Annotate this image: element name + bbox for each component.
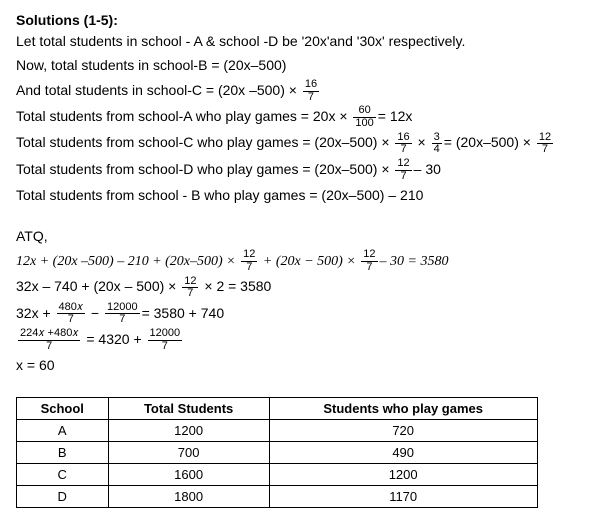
line-6: Total students from school-D who play ga… bbox=[16, 158, 583, 182]
line-8: 12x + (20x –500) – 210 + (20x–500) × 127… bbox=[16, 249, 583, 273]
cell: 1200 bbox=[108, 419, 269, 441]
frac-12-7c: 127 bbox=[241, 249, 257, 273]
line-10-b: − bbox=[87, 305, 103, 321]
frac-12-7e: 127 bbox=[182, 276, 198, 300]
line-1: Let total students in school - A & schoo… bbox=[16, 30, 583, 52]
table-row: A 1200 720 bbox=[17, 419, 538, 441]
col-total: Total Students bbox=[108, 397, 269, 419]
table-header-row: School Total Students Students who play … bbox=[17, 397, 538, 419]
frac-12000-7: 120007 bbox=[105, 302, 140, 326]
frac-12-7: 127 bbox=[537, 132, 553, 156]
line-3-pre: And total students in school-C = (20x –5… bbox=[16, 82, 301, 98]
line-11: 224𝑥 +480𝑥7 = 4320 + 120007 bbox=[16, 328, 583, 352]
frac-480x-7: 480𝑥7 bbox=[57, 302, 85, 326]
cell: 1170 bbox=[269, 485, 537, 507]
cell: D bbox=[17, 485, 109, 507]
cell: B bbox=[17, 441, 109, 463]
line-9-a: 32x – 740 + (20x – 500) × bbox=[16, 278, 180, 294]
frac-16-7: 167 bbox=[303, 79, 319, 103]
frac-den: 7 bbox=[105, 314, 140, 326]
line-4-pre: Total students from school-A who play ga… bbox=[16, 108, 351, 124]
line-9-b: × 2 = 3580 bbox=[200, 278, 271, 294]
frac-den: 100 bbox=[353, 118, 375, 130]
frac-num: 12 bbox=[395, 158, 411, 171]
line-11-b: = 4320 + bbox=[82, 331, 145, 347]
frac-16-7b: 167 bbox=[395, 132, 411, 156]
frac-den: 7 bbox=[537, 144, 553, 156]
atq-label: ATQ, bbox=[16, 225, 583, 247]
line-10: 32x + 480𝑥7 − 120007= 3580 + 740 bbox=[16, 302, 583, 326]
line-8-c: – 30 = 3580 bbox=[380, 254, 449, 269]
line-5: Total students from school-C who play ga… bbox=[16, 131, 583, 155]
frac-den: 7 bbox=[148, 341, 183, 353]
line-5-pre: Total students from school-C who play ga… bbox=[16, 134, 393, 150]
frac-num: 224𝑥 +480𝑥 bbox=[18, 328, 80, 341]
frac-12000-7b: 120007 bbox=[148, 328, 183, 352]
table-row: B 700 490 bbox=[17, 441, 538, 463]
frac-den: 4 bbox=[432, 144, 442, 156]
frac-den: 7 bbox=[361, 262, 377, 274]
line-10-c: = 3580 + 740 bbox=[142, 305, 225, 321]
cell: C bbox=[17, 463, 109, 485]
line-6-pre: Total students from school-D who play ga… bbox=[16, 161, 393, 177]
cell: 720 bbox=[269, 419, 537, 441]
line-4-post: = 12x bbox=[378, 108, 413, 124]
frac-3-4: 34 bbox=[432, 132, 442, 156]
table-row: C 1600 1200 bbox=[17, 463, 538, 485]
line-5-mid: × bbox=[414, 134, 430, 150]
solutions-heading: Solutions (1-5): bbox=[16, 12, 583, 28]
frac-den: 7 bbox=[395, 171, 411, 183]
cell: 1600 bbox=[108, 463, 269, 485]
line-3: And total students in school-C = (20x –5… bbox=[16, 79, 583, 103]
table-row: D 1800 1170 bbox=[17, 485, 538, 507]
line-2: Now, total students in school-B = (20x–5… bbox=[16, 54, 583, 76]
frac-12-7b: 127 bbox=[395, 158, 411, 182]
line-7: Total students from school - B who play … bbox=[16, 184, 583, 206]
frac-den: 7 bbox=[182, 288, 198, 300]
frac-60-100: 60100 bbox=[353, 105, 375, 129]
line-10-a: 32x + bbox=[16, 305, 55, 321]
line-5-eq: = (20x–500) × bbox=[444, 134, 535, 150]
frac-den: 7 bbox=[241, 262, 257, 274]
col-play: Students who play games bbox=[269, 397, 537, 419]
frac-num: 16 bbox=[303, 79, 319, 92]
frac-num: 12 bbox=[361, 249, 377, 262]
frac-224x: 224𝑥 +480𝑥7 bbox=[18, 328, 80, 352]
frac-den: 7 bbox=[303, 92, 319, 104]
line-8-b: + (20x − 500) × bbox=[259, 254, 359, 269]
line-12: x = 60 bbox=[16, 354, 583, 376]
cell: 490 bbox=[269, 441, 537, 463]
line-8-a: 12x + (20x –500) – 210 + (20x–500) × bbox=[16, 254, 239, 269]
frac-den: 7 bbox=[18, 341, 80, 353]
line-9: 32x – 740 + (20x – 500) × 127 × 2 = 3580 bbox=[16, 275, 583, 299]
cell: 1200 bbox=[269, 463, 537, 485]
frac-num: 12 bbox=[241, 249, 257, 262]
cell: 1800 bbox=[108, 485, 269, 507]
line-6-post: – 30 bbox=[414, 161, 441, 177]
cell: A bbox=[17, 419, 109, 441]
cell: 700 bbox=[108, 441, 269, 463]
col-school: School bbox=[17, 397, 109, 419]
results-table: School Total Students Students who play … bbox=[16, 397, 538, 508]
frac-den: 7 bbox=[57, 314, 85, 326]
line-4: Total students from school-A who play ga… bbox=[16, 105, 583, 129]
frac-12-7d: 127 bbox=[361, 249, 377, 273]
frac-den: 7 bbox=[395, 144, 411, 156]
frac-num: 12000 bbox=[148, 328, 183, 341]
